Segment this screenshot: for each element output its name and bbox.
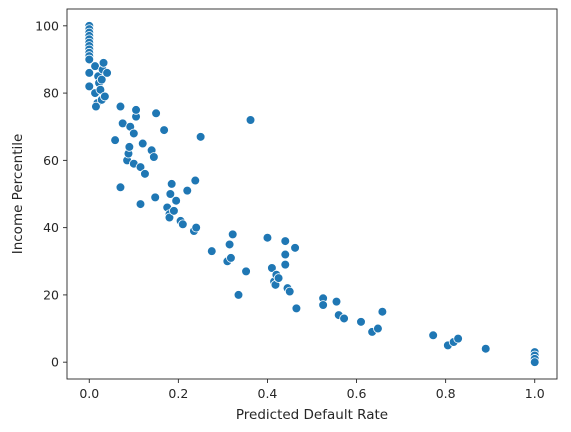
x-tick-label: 0.2 [168, 386, 188, 401]
scatter-point [262, 232, 273, 243]
scatter-point [169, 206, 179, 216]
scatter-point [150, 192, 161, 203]
y-tick-label: 40 [43, 220, 59, 235]
x-axis-label: Predicted Default Rate [236, 407, 388, 423]
y-tick-label: 60 [43, 153, 59, 168]
scatter-point [280, 236, 291, 246]
x-tick-label: 0.6 [347, 386, 367, 401]
scatter-point [151, 108, 161, 119]
scatter-point [245, 115, 256, 125]
scatter-point [226, 253, 236, 263]
scatter-point [241, 266, 251, 277]
y-tick-label: 20 [43, 287, 59, 302]
scatter-point [195, 132, 206, 142]
y-tick-label: 0 [51, 355, 59, 370]
y-tick-label: 100 [35, 18, 59, 33]
scatter-point [178, 219, 188, 230]
scatter-point [280, 259, 291, 270]
scatter-point [129, 128, 139, 139]
scatter-point [267, 263, 277, 273]
scatter-point [318, 300, 328, 310]
scatter-point [227, 229, 238, 240]
scatter-points [84, 21, 540, 367]
scatter-point [135, 162, 146, 172]
scatter-point [166, 179, 177, 189]
scatter-point [280, 249, 291, 260]
scatter-point [91, 101, 101, 112]
scatter-point [373, 323, 383, 334]
scatter-point [529, 357, 540, 367]
scatter-point [165, 189, 176, 199]
x-tick-label: 0.4 [258, 386, 278, 401]
scatter-point [95, 84, 106, 95]
scatter-point [159, 125, 169, 135]
x-tick-label: 1.0 [525, 386, 545, 401]
scatter-point [84, 54, 95, 65]
y-tick-label: 80 [43, 86, 59, 101]
scatter-point [135, 199, 146, 209]
scatter-point [191, 222, 201, 233]
scatter-point [339, 313, 349, 324]
scatter-point [233, 290, 244, 300]
scatter-point [331, 296, 342, 307]
scatter-point [131, 105, 141, 115]
scatter-point [102, 68, 112, 78]
x-tick-label: 0.8 [436, 386, 456, 401]
scatter-point [428, 330, 438, 341]
scatter-point [182, 185, 193, 196]
scatter-point [206, 246, 217, 256]
scatter-point [284, 286, 295, 297]
scatter-point [115, 101, 126, 112]
scatter-point [377, 306, 388, 317]
x-axis-ticks: 0.0 0.2 0.4 0.6 0.8 1.0 [79, 379, 545, 401]
scatter-point [110, 135, 120, 145]
scatter-point [100, 91, 110, 102]
scatter-point [290, 243, 300, 253]
scatter-point [124, 142, 135, 152]
x-tick-label: 0.0 [79, 386, 99, 401]
plot-frame [66, 8, 558, 380]
scatter-point [190, 175, 201, 186]
scatter-point [84, 81, 95, 92]
scatter-point [137, 138, 148, 149]
scatter-point [480, 343, 491, 354]
scatter-point [149, 152, 159, 162]
scatter-point [356, 317, 366, 327]
scatter-point [115, 182, 126, 193]
scatter-point [140, 169, 150, 179]
scatter-point [453, 333, 463, 344]
scatter-point [84, 68, 95, 78]
scatter-point [98, 58, 109, 68]
scatter-point [164, 212, 175, 223]
scatter-point [96, 74, 107, 85]
y-axis-ticks: 0 20 40 60 80 100 [35, 18, 67, 370]
scatter-point [171, 195, 181, 206]
scatter-point [291, 303, 302, 314]
scatter-point [273, 273, 284, 283]
scatter-point [224, 239, 235, 250]
y-axis-label: Income Percentile [10, 134, 26, 255]
